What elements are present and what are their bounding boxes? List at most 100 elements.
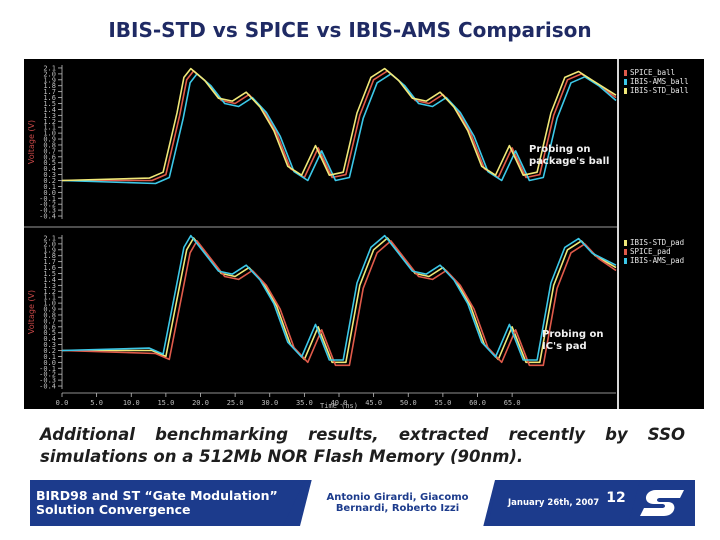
st-logo-icon: [640, 490, 684, 516]
footer-title-line2: Solution Convergence: [36, 502, 191, 517]
page-number: 12: [606, 490, 626, 506]
x-tick-label: 40.0: [331, 399, 348, 407]
y-axis-label: Voltage (V): [27, 290, 36, 334]
y-tick-label: 1.0: [43, 300, 56, 308]
slide-footer: BIRD98 and ST “Gate Modulation” Solution…: [0, 480, 720, 528]
y-tick-label: 0.3: [43, 341, 56, 349]
y-tick-label: -0.3: [39, 377, 56, 385]
st-logo: [634, 480, 694, 526]
footer-date: January 26th, 2007: [488, 480, 640, 526]
probe-annotation-line2: package's ball: [529, 156, 609, 167]
x-tick-label: 60.0: [469, 399, 486, 407]
y-tick-label: 1.7: [43, 88, 56, 96]
footer-authors-line1: Antonio Girardi, Giacomo: [326, 492, 469, 503]
y-tick-label: 1.2: [43, 118, 56, 126]
y-tick-label: 0.9: [43, 306, 56, 314]
legend-swatch: [624, 70, 627, 76]
y-tick-label: 0.1: [43, 183, 56, 191]
y-tick-label: 0.8: [43, 141, 56, 149]
x-tick-label: 15.0: [157, 399, 174, 407]
y-tick-label: 0.5: [43, 159, 56, 167]
x-tick-label: 50.0: [400, 399, 417, 407]
probe-annotation-line1: Probing on: [542, 329, 603, 340]
y-tick-label: 0.2: [43, 177, 56, 185]
legend-entry: IBIS-AMS_pad: [630, 256, 684, 265]
y-tick-label: -0.3: [39, 207, 56, 215]
probe-annotation-line2: IC's pad: [542, 341, 587, 352]
x-tick-label: 35.0: [296, 399, 313, 407]
y-tick-label: 1.1: [43, 294, 56, 302]
y-tick-label: 1.6: [43, 94, 56, 102]
legend-swatch: [624, 240, 627, 246]
y-tick-label: 0.7: [43, 147, 56, 155]
y-tick-label: -0.4: [39, 213, 56, 221]
series-line-ibis-ams_pad: [61, 234, 617, 361]
y-tick-label: 0.4: [43, 335, 56, 343]
y-tick-label: 0.5: [43, 329, 56, 337]
y-tick-label: 0.4: [43, 165, 56, 173]
y-tick-label: 1.9: [43, 246, 56, 254]
y-tick-label: -0.1: [39, 195, 56, 203]
y-tick-label: 0.7: [43, 317, 56, 325]
y-tick-label: 1.9: [43, 76, 56, 84]
x-tick-label: 65.0: [504, 399, 521, 407]
footer-authors: Antonio Girardi, Giacomo Bernardi, Rober…: [300, 480, 495, 526]
legend-entry: SPICE_pad: [630, 247, 671, 256]
x-tick-label: 20.0: [192, 399, 209, 407]
x-tick-label: 0.0: [56, 399, 69, 407]
legend-entry: IBIS-AMS_ball: [630, 77, 689, 86]
footer-authors-line2: Bernardi, Roberto Izzi: [335, 503, 460, 514]
y-tick-label: 1.4: [43, 106, 56, 114]
y-tick-label: 1.3: [43, 112, 56, 120]
y-tick-label: 1.6: [43, 264, 56, 272]
caption-text: Additional benchmarking results, extract…: [40, 425, 685, 466]
y-tick-label: 1.5: [43, 270, 56, 278]
waveform-charts: 2.12.01.91.81.71.61.51.41.31.21.11.00.90…: [24, 59, 689, 409]
legend-swatch: [624, 88, 627, 94]
y-tick-label: 0.9: [43, 136, 56, 144]
y-tick-label: 0.0: [43, 359, 56, 367]
y-tick-label: 1.2: [43, 288, 56, 296]
x-axis-label: Time (ns): [320, 402, 358, 409]
y-tick-label: 0.2: [43, 347, 56, 355]
y-tick-label: 1.4: [43, 276, 56, 284]
x-tick-label: 30.0: [261, 399, 278, 407]
y-tick-label: 0.0: [43, 189, 56, 197]
legend-entry: SPICE_ball: [630, 68, 675, 77]
legend-divider: [617, 59, 619, 409]
y-tick-label: 1.3: [43, 282, 56, 290]
y-tick-label: -0.4: [39, 383, 56, 391]
y-tick-label: -0.2: [39, 371, 56, 379]
y-tick-label: 0.3: [43, 171, 56, 179]
y-tick-label: -0.2: [39, 201, 56, 209]
y-tick-label: 2.1: [43, 64, 56, 72]
y-tick-label: 1.5: [43, 100, 56, 108]
legend-swatch: [624, 79, 627, 85]
x-tick-label: 5.0: [90, 399, 103, 407]
x-tick-label: 10.0: [123, 399, 140, 407]
series-line-ibis-ams_ball: [61, 73, 617, 185]
footer-title-line1: BIRD98 and ST “Gate Modulation”: [36, 488, 278, 503]
y-tick-label: 0.6: [43, 323, 56, 331]
x-tick-label: 45.0: [365, 399, 382, 407]
y-tick-label: -0.1: [39, 365, 56, 373]
y-tick-label: 1.7: [43, 258, 56, 266]
x-tick-label: 25.0: [227, 399, 244, 407]
series-line-ibis-std_ball: [61, 67, 617, 182]
x-tick-label: 55.0: [434, 399, 451, 407]
y-tick-label: 2.0: [43, 240, 56, 248]
series-line-ibis-std_pad: [62, 237, 617, 364]
legend-swatch: [624, 249, 627, 255]
y-tick-label: 2.1: [43, 234, 56, 242]
legend-entry: IBIS-STD_pad: [630, 238, 684, 247]
y-tick-label: 0.8: [43, 311, 56, 319]
legend-swatch: [624, 258, 627, 264]
waveform-plot-area: 2.1 2.0 1.9 1.8 1.7 1.6 1.5 1.4 1.3 1.2 1.1 1.0 0.9 0…: [24, 59, 704, 409]
series-line-spice_pad: [61, 240, 617, 367]
slide-title: IBIS-STD vs SPICE vs IBIS-AMS Comparison: [108, 18, 592, 42]
y-tick-label: 1.0: [43, 130, 56, 138]
y-tick-label: 1.8: [43, 252, 56, 260]
y-axis-label: Voltage (V): [27, 120, 36, 164]
probe-annotation-line1: Probing on: [529, 144, 590, 155]
legend-entry: IBIS-STD_ball: [630, 86, 689, 95]
